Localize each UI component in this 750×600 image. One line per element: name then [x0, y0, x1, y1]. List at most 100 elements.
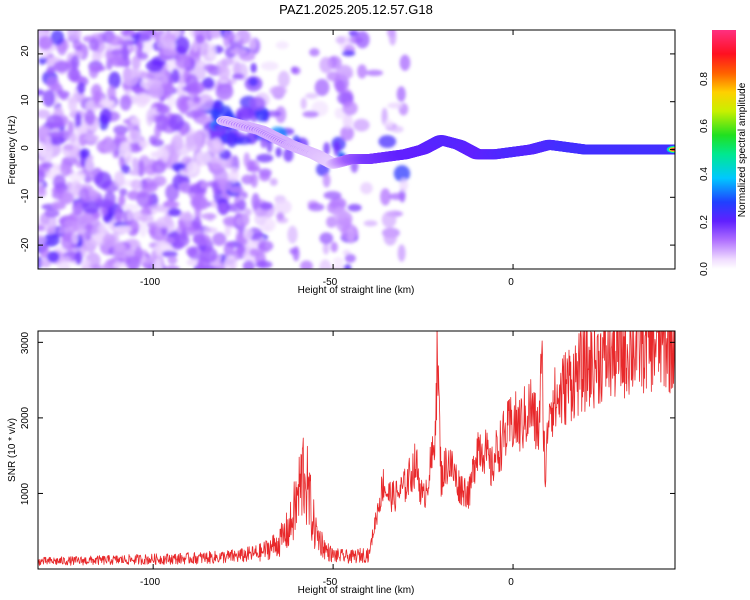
- heatmap-cell: [300, 97, 307, 110]
- heatmap-cell: [155, 113, 169, 132]
- heatmap-cell: [300, 260, 313, 269]
- heatmap-cell: [119, 188, 128, 196]
- figure-title: PAZ1.2025.205.12.57.G18: [279, 2, 433, 17]
- heatmap-cell: [360, 182, 373, 195]
- heatmap-cell: [114, 206, 124, 223]
- heatmap-cell: [250, 62, 257, 73]
- heatmap-cell: [260, 61, 279, 71]
- heatmap-cell: [107, 85, 117, 102]
- spectrogram-y-tick-label: 10: [20, 94, 31, 106]
- heatmap-cell: [50, 30, 65, 46]
- heatmap-cell: [223, 30, 230, 48]
- heatmap-cell: [399, 178, 409, 192]
- heatmap-cell: [355, 30, 370, 49]
- heatmap-cell: [103, 140, 117, 154]
- heatmap-cell: [319, 232, 334, 245]
- heatmap-cell: [153, 258, 163, 269]
- heatmap-cell: [98, 222, 107, 234]
- heatmap-cell: [91, 33, 104, 41]
- heatmap-cell: [146, 108, 154, 127]
- heatmap-cell: [62, 144, 74, 151]
- heatmap-cell: [155, 216, 174, 229]
- heatmap-cell: [201, 77, 215, 90]
- heatmap-cell: [196, 116, 209, 125]
- heatmap-cell: [257, 240, 274, 252]
- spectrogram-y-label: Frequency (Hz): [7, 116, 18, 185]
- snr-line: [38, 331, 675, 566]
- heatmap-cell: [57, 261, 71, 269]
- heatmap-cell: [390, 125, 404, 133]
- snr-y-label: SNR (10 * v/v): [7, 418, 18, 482]
- heatmap-cell: [136, 191, 154, 208]
- heatmap-cell: [228, 185, 244, 194]
- heatmap-cell: [183, 211, 192, 228]
- heatmap-cell: [396, 86, 406, 102]
- heatmap-cell: [70, 54, 80, 70]
- heatmap-cell: [230, 48, 247, 56]
- heatmap-cell: [342, 101, 358, 116]
- heatmap-cell: [42, 233, 60, 247]
- snr-y-tick-label: 2000: [20, 406, 31, 429]
- colorbar-tick-label: 0.4: [699, 167, 710, 181]
- heatmap-cell: [319, 56, 333, 74]
- heatmap-cell: [235, 30, 251, 45]
- heatmap-cell: [388, 30, 397, 46]
- heatmap-cell: [269, 85, 287, 96]
- heatmap-cell: [185, 110, 203, 119]
- heatmap-cell: [52, 174, 66, 190]
- heatmap-cell: [335, 79, 346, 94]
- heatmap-cell: [323, 191, 342, 200]
- heatmap-cell: [59, 93, 69, 101]
- heatmap-cell: [41, 162, 54, 169]
- heatmap-cell: [78, 132, 87, 147]
- heatmap-cell: [250, 172, 258, 188]
- heatmap-cell: [107, 35, 124, 46]
- heatmap-cell: [113, 170, 125, 188]
- spectrogram-x-label: Height of straight line (km): [298, 285, 415, 296]
- heatmap-cell: [263, 224, 272, 232]
- heatmap-cell: [203, 63, 217, 72]
- heatmap-cell: [187, 160, 199, 175]
- spectrogram-x-tick-label: -50: [323, 277, 338, 288]
- heatmap-cell: [170, 134, 184, 151]
- colorbar-tick-label: 0.6: [699, 119, 710, 133]
- heatmap-cell: [74, 112, 82, 131]
- heatmap-cell: [39, 258, 52, 268]
- heatmap-cell: [52, 60, 71, 73]
- heatmap-cell: [167, 207, 182, 217]
- heatmap-cell: [314, 78, 330, 96]
- heatmap-cell: [274, 199, 292, 215]
- heatmap-cell: [393, 165, 411, 183]
- heatmap-cell: [248, 77, 259, 87]
- heatmap-cell: [79, 148, 91, 159]
- heatmap-cell: [38, 89, 45, 96]
- heatmap-cell: [130, 86, 145, 93]
- heatmap-cell: [203, 227, 218, 234]
- heatmap-cell: [99, 107, 112, 125]
- spectrogram-y-axis: -20 -10 0 10 20 Frequency (Hz): [7, 45, 675, 252]
- heatmap-cell: [290, 66, 298, 74]
- heatmap-cell: [94, 171, 112, 189]
- heatmap-cell: [140, 213, 148, 223]
- heatmap-cell: [255, 260, 273, 269]
- heatmap-cell: [212, 232, 227, 246]
- snr-x-label: Height of straight line (km): [298, 585, 415, 596]
- heatmap-cell: [132, 157, 139, 171]
- heatmap-cell: [161, 91, 172, 99]
- heatmap-cell: [341, 50, 356, 57]
- heatmap-cell: [162, 48, 178, 57]
- heatmap-cell: [71, 232, 79, 245]
- heatmap-cell: [46, 76, 60, 90]
- heatmap-cell: [347, 227, 356, 244]
- colorbar-gradient: [712, 30, 736, 269]
- heatmap-cell: [38, 109, 51, 119]
- heatmap-cell: [103, 191, 116, 208]
- heatmap-cell: [110, 55, 125, 67]
- heatmap-cell: [326, 216, 337, 228]
- heatmap-cell: [333, 141, 341, 157]
- heatmap-cell: [136, 93, 152, 105]
- heatmap-cell: [143, 40, 153, 54]
- heatmap-cell: [139, 222, 147, 238]
- heatmap-cell: [119, 141, 132, 159]
- heatmap-cell: [88, 189, 100, 200]
